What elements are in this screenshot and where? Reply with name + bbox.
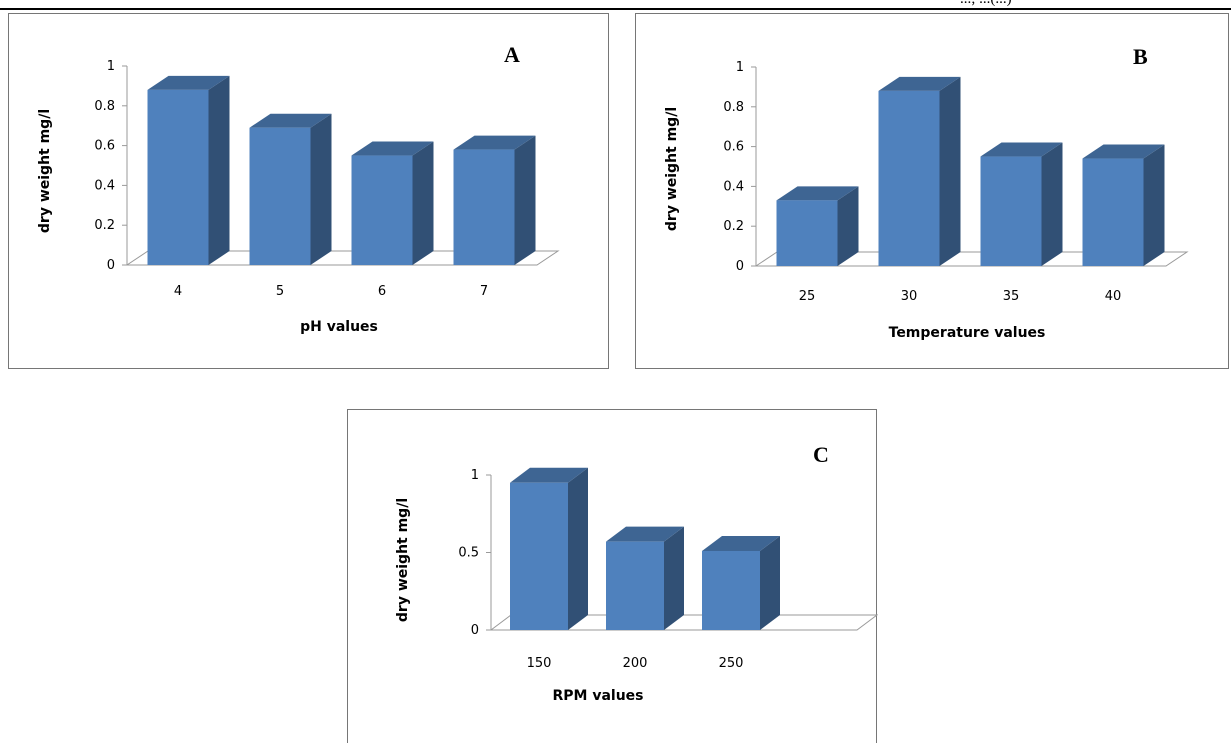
y-tick-label: 0.8 <box>94 99 115 114</box>
bar-side-7 <box>514 135 536 265</box>
bar-4 <box>147 89 209 265</box>
bar-35 <box>980 156 1042 266</box>
x-tick-label: 6 <box>378 284 386 299</box>
x-tick-label: 4 <box>174 284 182 299</box>
bar-top-6 <box>351 141 434 156</box>
bar-150 <box>510 482 568 630</box>
y-axis-title: dry weight mg/l <box>395 498 411 622</box>
x-axis-title: RPM values <box>552 688 643 704</box>
y-tick-label: 1 <box>107 59 115 74</box>
bar-chart-a: 0 0.2 0.4 0.6 0.8 1 4 5 6 7 pH values dry weight mg… <box>37 42 560 335</box>
y-tick-label: 1 <box>736 60 744 75</box>
bar-chart-c: 0 0.5 1 150 200 250 RPM values dry weight mg/l C <box>395 442 878 704</box>
y-tick-label: 0.6 <box>94 139 115 154</box>
x-tick-label: 200 <box>623 656 648 671</box>
bar-25 <box>776 200 838 266</box>
y-tick-label: 0.8 <box>723 100 744 115</box>
panel-letter: A <box>504 42 520 67</box>
y-axis-title: dry weight mg/l <box>37 109 53 233</box>
bar-200 <box>606 541 664 630</box>
chart-panel-a: 0 0.2 0.4 0.6 0.8 1 4 5 6 7 pH values dry weight mg… <box>8 13 609 369</box>
bar-40 <box>1082 158 1144 266</box>
chart-panel-c: 0 0.5 1 150 200 250 RPM values dry weight mg/l C <box>347 409 878 743</box>
bar-chart-b: 0 0.2 0.4 0.6 0.8 1 25 30 35 40 Temperature values… <box>664 44 1189 341</box>
y-tick-label: 0.2 <box>723 219 744 234</box>
y-tick-label: 0.2 <box>94 218 115 233</box>
x-tick-label: 40 <box>1105 289 1122 304</box>
bar-top-35 <box>980 142 1063 157</box>
bar-top-200 <box>606 526 684 542</box>
page-header-text: ...; ...(...) <box>960 0 1012 8</box>
x-tick-label: 7 <box>480 284 488 299</box>
panel-letter: C <box>813 442 829 467</box>
bar-top-250 <box>702 535 780 551</box>
bar-side-150 <box>568 467 588 630</box>
y-tick-label: 0.4 <box>94 178 115 193</box>
chart-panel-b: 0 0.2 0.4 0.6 0.8 1 25 30 35 40 Temperature values… <box>635 13 1229 369</box>
bar-top-5 <box>249 113 332 128</box>
y-tick-label: 0 <box>107 258 115 273</box>
x-tick-label: 35 <box>1003 289 1020 304</box>
panel-letter: B <box>1133 44 1148 69</box>
x-axis-title: Temperature values <box>889 325 1046 341</box>
x-tick-label: 5 <box>276 284 284 299</box>
bar-top-40 <box>1082 144 1165 159</box>
bar-side-5 <box>310 113 332 265</box>
bar-5 <box>249 127 311 265</box>
y-tick-label: 0 <box>471 623 479 638</box>
x-axis-title: pH values <box>300 319 378 335</box>
y-axis-title: dry weight mg/l <box>664 107 680 231</box>
x-tick-label: 25 <box>799 289 816 304</box>
y-tick-label: 0.5 <box>458 546 479 561</box>
bar-side-40 <box>1143 144 1165 266</box>
bar-side-30 <box>939 76 961 266</box>
bar-top-30 <box>878 76 961 91</box>
y-tick-label: 0 <box>736 259 744 274</box>
bar-6 <box>351 155 413 265</box>
x-tick-label: 30 <box>901 289 918 304</box>
bar-top-7 <box>453 135 536 150</box>
y-tick-label: 0.4 <box>723 179 744 194</box>
bar-side-4 <box>208 75 230 265</box>
bar-side-200 <box>664 526 684 630</box>
bar-7 <box>453 149 515 265</box>
bar-side-25 <box>837 186 859 266</box>
x-tick-label: 150 <box>527 656 552 671</box>
y-tick-label: 1 <box>471 468 479 483</box>
bar-top-150 <box>510 467 588 483</box>
bar-side-35 <box>1041 142 1063 266</box>
page-header-rule <box>0 8 1231 10</box>
bar-250 <box>702 550 760 630</box>
x-tick-label: 250 <box>719 656 744 671</box>
bar-side-250 <box>760 535 780 630</box>
bar-top-25 <box>776 186 859 201</box>
y-tick-label: 0.6 <box>723 140 744 155</box>
bar-side-6 <box>412 141 434 265</box>
bar-top-4 <box>147 75 230 90</box>
bar-30 <box>878 90 940 266</box>
